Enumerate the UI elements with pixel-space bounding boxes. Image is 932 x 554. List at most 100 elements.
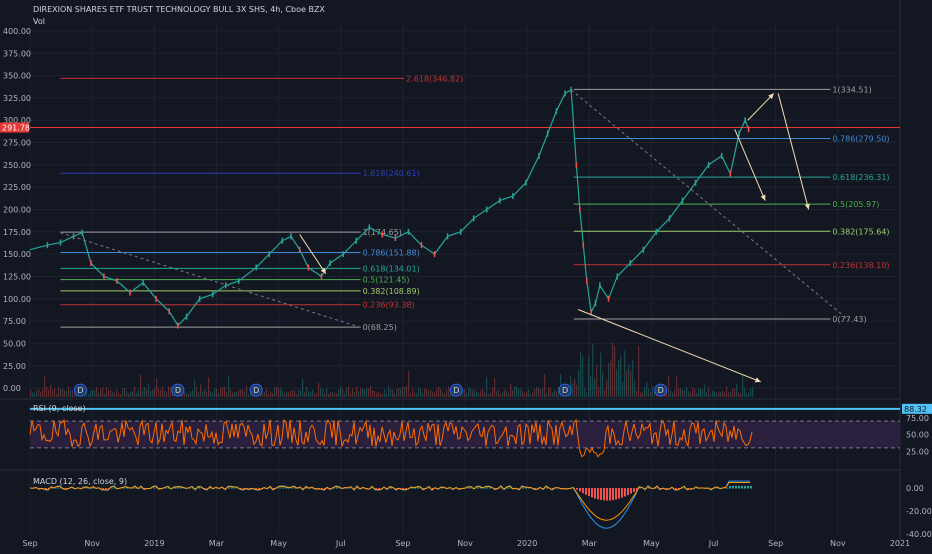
macd-histogram-bar: [624, 488, 626, 497]
macd-histogram-bar: [633, 488, 635, 492]
macd-histogram-bar: [609, 488, 611, 501]
volume-bar: [366, 387, 368, 397]
macd-histogram-bar: [465, 488, 467, 489]
volume-bar: [190, 391, 192, 397]
volume-bar: [666, 389, 668, 397]
volume-bar: [188, 393, 190, 397]
volume-bar: [42, 389, 44, 397]
fib-2020: [573, 88, 831, 320]
macd-histogram-bar: [747, 485, 749, 489]
volume-bar: [94, 390, 96, 397]
macd-histogram-bar: [375, 488, 377, 490]
volume-bar: [686, 386, 688, 397]
volume-bar: [634, 381, 636, 397]
volume-bar: [200, 384, 202, 397]
volume-bar: [478, 393, 480, 397]
macd-histogram-bar: [522, 487, 524, 489]
volume-bar: [154, 388, 156, 397]
volume-bar: [296, 393, 298, 397]
volume-bar: [152, 389, 154, 397]
volume-bar: [98, 392, 100, 397]
volume-bar: [288, 392, 290, 397]
volume-bar: [594, 378, 596, 397]
macd-histogram-bar: [714, 487, 716, 489]
macd-histogram-bar: [591, 488, 593, 498]
volume-bar: [214, 388, 216, 397]
price-tick-label: 325.00: [3, 94, 31, 103]
volume-bar: [330, 391, 332, 397]
volume-bar: [642, 391, 644, 397]
volume-bar: [74, 392, 76, 397]
volume-bar: [186, 392, 188, 397]
macd-histogram-bar: [339, 487, 341, 489]
macd-histogram-bar: [477, 487, 479, 489]
volume-bar: [578, 369, 580, 397]
volume-bar: [508, 392, 510, 397]
volume-bar: [196, 387, 198, 397]
volume-bar: [732, 388, 734, 397]
volume-bar: [576, 384, 578, 397]
volume-bar: [44, 376, 46, 397]
volume-bar: [322, 388, 324, 397]
volume-bar: [60, 389, 62, 397]
volume-bar: [692, 387, 694, 397]
volume-bar: [676, 376, 678, 397]
rsi-tick-label: 25.00: [906, 447, 929, 456]
macd-histogram-bar: [306, 487, 308, 489]
volume-bar: [210, 391, 212, 397]
volume-bar: [472, 389, 474, 397]
macd-histogram-bar: [618, 488, 620, 499]
trend-line-dashed: [60, 232, 361, 328]
volume-bar: [510, 383, 512, 397]
volume-bar: [336, 393, 338, 397]
x-tick-label: Nov: [830, 539, 846, 548]
volume-bar: [648, 388, 650, 397]
volume-bar: [136, 393, 138, 397]
macd-histogram-bar: [687, 488, 689, 490]
volume-bar: [702, 389, 704, 397]
volume-bar: [360, 387, 362, 397]
volume-bar: [706, 391, 708, 397]
volume-bar: [682, 389, 684, 397]
macd-histogram-bar: [621, 488, 623, 498]
macd-histogram-bar: [675, 488, 677, 490]
volume-bar: [614, 346, 616, 397]
price-tick-label: 275.00: [3, 139, 31, 148]
volume-bar: [444, 393, 446, 397]
volume-bar: [750, 388, 752, 397]
volume-bar: [290, 390, 292, 397]
macd-histogram-bar: [204, 488, 206, 489]
volume-bar: [68, 386, 70, 397]
volume-bar: [316, 393, 318, 397]
macd-histogram-bar: [243, 488, 245, 490]
volume-bar: [96, 386, 98, 397]
volume-bar: [38, 388, 40, 397]
macd-histogram-bar: [282, 487, 284, 489]
volume-bar: [374, 391, 376, 397]
volume-bar: [582, 356, 584, 397]
dividend-marker: [449, 383, 463, 397]
volume-bar: [416, 393, 418, 397]
macd-histogram-bar: [546, 487, 548, 489]
fib-level-label: 1(334.51): [832, 85, 871, 94]
volume-bar: [536, 387, 538, 397]
macd-histogram-bar: [156, 487, 158, 489]
volume-bar: [124, 388, 126, 397]
annotation-arrowhead: [804, 203, 810, 210]
macd-histogram-bar: [735, 485, 737, 489]
volume-bar: [748, 392, 750, 397]
volume-bar: [298, 389, 300, 397]
macd-histogram-bar: [189, 487, 191, 489]
volume-bar: [66, 390, 68, 397]
macd-histogram-bar: [51, 487, 53, 489]
volume-bar: [442, 391, 444, 397]
volume-bar: [722, 390, 724, 397]
volume-bar: [394, 393, 396, 397]
volume-bar: [48, 389, 50, 397]
macd-histogram-bar: [414, 487, 416, 489]
volume-bar: [104, 393, 106, 397]
volume-bar: [146, 388, 148, 397]
volume-bar: [726, 386, 728, 397]
